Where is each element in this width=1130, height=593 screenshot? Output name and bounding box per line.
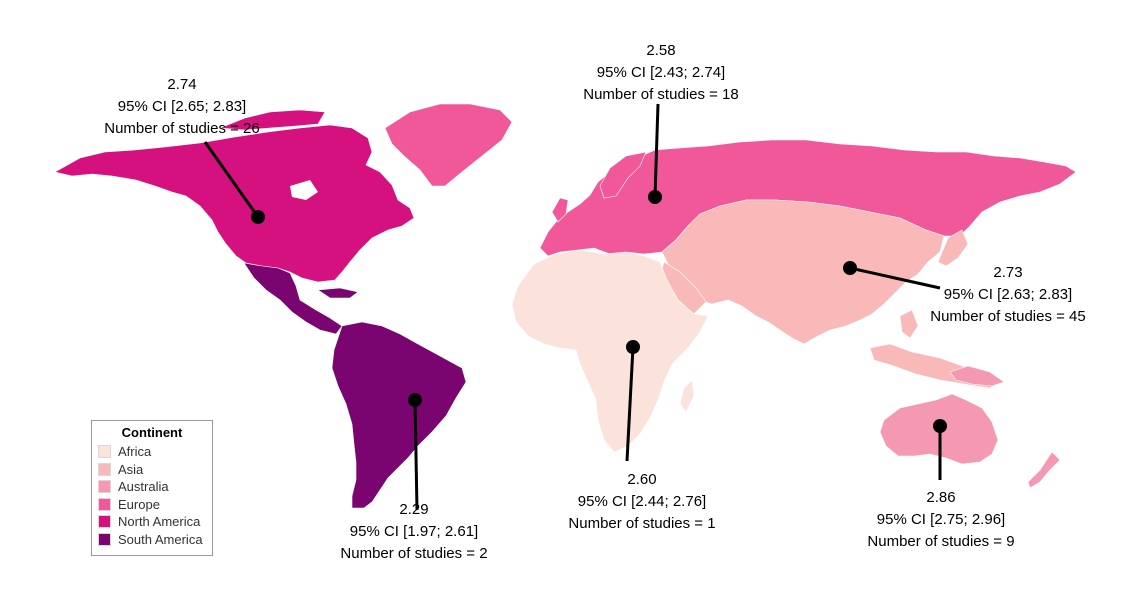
legend-swatch — [98, 462, 111, 476]
legend-title: Continent — [121, 425, 183, 440]
legend-label: North America — [118, 514, 201, 530]
markers — [203, 103, 947, 511]
legend-item: Asia — [92, 461, 212, 479]
philippines-shape — [899, 309, 919, 339]
asia-leader-line — [849, 266, 941, 290]
africa-value: 2.60 — [627, 471, 657, 488]
legend-label: Europe — [118, 496, 160, 512]
legend-swatch — [98, 497, 111, 511]
japan-shape — [937, 229, 969, 267]
asia-annotation: 2.73 95% CI [2.63; 2.83] Number of studi… — [930, 262, 1086, 328]
europe-marker — [648, 190, 662, 204]
australia-ci: 95% CI [2.75; 2.96] — [876, 511, 1006, 528]
region-south-america — [243, 262, 467, 509]
north-america-shape — [54, 124, 415, 283]
lake-hole — [290, 180, 318, 200]
legend-item: Europe — [92, 496, 212, 514]
caribbean-shape — [317, 287, 359, 299]
north-america-value: 2.74 — [167, 76, 197, 93]
north-america-islands — [219, 109, 326, 131]
legend-item: Africa — [92, 443, 212, 461]
africa-annotation: 2.60 95% CI [2.44; 2.76] Number of studi… — [568, 469, 715, 535]
uk-shape — [551, 197, 569, 223]
new-zealand-shape — [1027, 451, 1061, 489]
australia-studies: Number of studies = 9 — [867, 533, 1015, 550]
legend-label: Australia — [118, 479, 169, 495]
australia-annotation: 2.86 95% CI [2.75; 2.96] Number of studi… — [867, 487, 1014, 553]
legend-swatch — [98, 445, 111, 459]
australia-value: 2.86 — [926, 489, 956, 506]
south-america-leader-line — [413, 399, 419, 511]
north-america-leader-line — [203, 141, 260, 218]
north-america-ci: 95% CI [2.65; 2.83] — [117, 98, 247, 115]
south-america-marker — [408, 393, 422, 407]
europe-studies: Number of studies = 18 — [583, 86, 739, 103]
africa-marker — [626, 340, 640, 354]
north-america-marker — [251, 210, 265, 224]
asia-ci: 95% CI [2.63; 2.83] — [943, 286, 1073, 303]
europe-leader-line — [653, 103, 660, 198]
australia-marker — [933, 419, 947, 433]
legend: Continent Africa Asia Australia Europe North… — [91, 420, 213, 556]
africa-studies: Number of studies = 1 — [568, 515, 716, 532]
legend-swatch — [98, 532, 111, 546]
legend-label: South America — [118, 531, 203, 547]
madagascar-shape — [679, 379, 695, 413]
north-america-annotation: 2.74 95% CI [2.65; 2.83] Number of studi… — [104, 74, 260, 140]
europe-annotation: 2.58 95% CI [2.43; 2.74] Number of studi… — [583, 40, 739, 106]
africa-ci: 95% CI [2.44; 2.76] — [577, 493, 707, 510]
legend-swatch — [98, 515, 111, 529]
new-guinea-shape — [949, 365, 1005, 387]
greenland-shape — [384, 103, 513, 187]
europe-ci: 95% CI [2.43; 2.74] — [596, 64, 726, 81]
south-america-studies: Number of studies = 2 — [340, 545, 488, 562]
legend-swatch — [98, 480, 111, 494]
south-america-shape — [331, 321, 467, 509]
asia-shape — [661, 199, 945, 345]
legend-label: Africa — [118, 444, 152, 460]
legend-item: Australia — [92, 478, 212, 496]
africa-leader-line — [625, 346, 635, 462]
north-america-studies: Number of studies = 26 — [104, 120, 260, 137]
europe-value: 2.58 — [646, 42, 676, 59]
legend-item: North America — [92, 513, 212, 531]
south-america-value: 2.29 — [399, 501, 429, 518]
asia-marker — [843, 261, 857, 275]
legend-item: South America — [92, 531, 212, 549]
africa-shape — [511, 249, 709, 453]
scandinavia-shape — [599, 151, 647, 199]
region-north-america — [54, 103, 513, 283]
region-africa — [511, 249, 709, 453]
asia-studies: Number of studies = 45 — [930, 308, 1086, 325]
south-america-annotation: 2.29 95% CI [1.97; 2.61] Number of studi… — [340, 499, 487, 565]
legend-items: Africa Asia Australia Europe North America So… — [92, 443, 212, 548]
south-america-ci: 95% CI [1.97; 2.61] — [349, 523, 479, 540]
asia-value: 2.73 — [993, 264, 1023, 281]
legend-label: Asia — [118, 461, 144, 477]
